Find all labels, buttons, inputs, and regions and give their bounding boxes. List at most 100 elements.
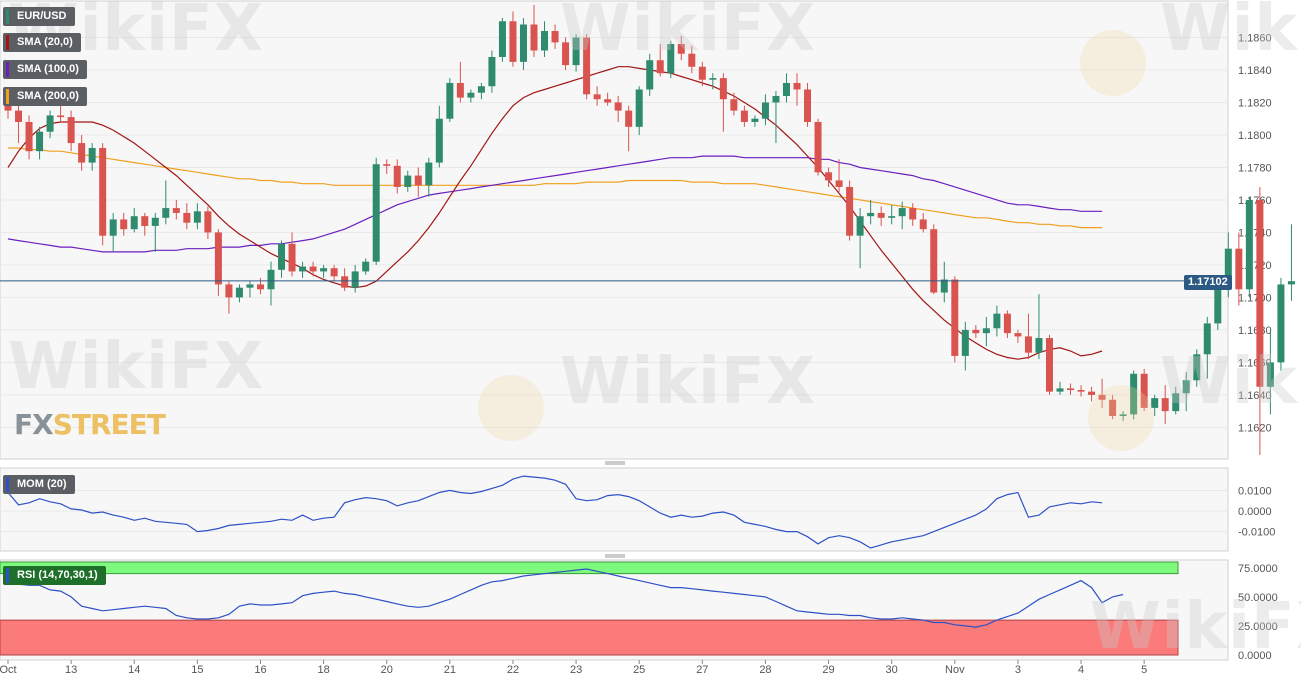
candle-body	[562, 42, 570, 66]
candle-body	[961, 329, 969, 356]
candle-body	[1214, 287, 1222, 324]
candle-body	[551, 30, 559, 43]
x-tick-label: 18	[317, 664, 329, 676]
candle-body	[856, 216, 864, 236]
candle-body	[583, 37, 591, 95]
watermark-logo	[1080, 30, 1146, 96]
candle-body	[425, 162, 433, 186]
candle-body	[383, 164, 391, 166]
momentum-panel	[0, 467, 1229, 552]
price-tick-label: 1.1800	[1238, 130, 1272, 142]
candle-body	[278, 243, 286, 270]
candle-body	[919, 219, 927, 230]
candle-body	[214, 232, 222, 285]
watermark: WikiFX	[8, 330, 265, 404]
sma-100-line	[7, 155, 1103, 253]
candle-body	[1140, 373, 1148, 408]
rsi-overbought-zone	[0, 561, 1179, 575]
momentum-line	[7, 475, 1103, 549]
candle-body	[109, 219, 117, 236]
legend-sma-100[interactable]: SMA (100,0)	[3, 60, 87, 79]
legend-sma-200[interactable]: SMA (200,0)	[3, 87, 87, 106]
candle-body	[309, 266, 317, 272]
legend-rsi[interactable]: RSI (14,70,30,1)	[3, 566, 106, 585]
candle-body	[909, 208, 917, 220]
candle-body	[57, 115, 65, 118]
candle-body	[519, 24, 527, 62]
candle-body	[162, 208, 170, 218]
candle-body	[235, 287, 243, 298]
rsi-line	[7, 568, 1124, 628]
candle-body	[709, 78, 717, 80]
candle-body	[846, 186, 854, 236]
watermark: WikiFX	[560, 0, 817, 66]
rsi-tick-label: 0.0000	[1238, 650, 1272, 662]
watermark-logo	[478, 375, 544, 441]
candle-body	[835, 180, 843, 187]
candle-body	[446, 82, 454, 119]
candle-body	[1035, 338, 1043, 353]
candle-body	[1277, 284, 1285, 363]
candle-body	[782, 82, 790, 96]
legend-momentum[interactable]: MOM (20)	[3, 475, 75, 494]
price-tick-label: 1.1860	[1238, 32, 1272, 44]
candle-body	[78, 143, 86, 163]
candle-body	[1024, 336, 1032, 353]
legend-sma-20-label: SMA (20,0)	[17, 36, 73, 48]
candle-body	[183, 212, 191, 223]
candle-body	[1203, 323, 1211, 355]
x-tick-label: 5	[1141, 664, 1147, 676]
sma-20-line	[7, 66, 1103, 360]
candle-body	[341, 276, 349, 288]
candle-body	[541, 30, 549, 51]
x-tick-label: 13	[65, 664, 77, 676]
candle-body	[814, 121, 822, 173]
momentum-tick-label: 0.0000	[1238, 506, 1272, 518]
candle-body	[719, 78, 727, 100]
candle-body	[404, 175, 412, 187]
candle-body	[1119, 414, 1127, 417]
candle-body	[730, 99, 738, 111]
candle-body	[614, 102, 622, 111]
candle-body	[1077, 390, 1085, 392]
x-tick-label: 30	[886, 664, 898, 676]
candle-body	[688, 53, 696, 67]
candle-body	[698, 66, 706, 80]
x-tick-label: 21	[444, 664, 456, 676]
legend-rsi-label: RSI (14,70,30,1)	[17, 569, 98, 581]
candle-body	[677, 43, 685, 54]
candle-body	[4, 105, 12, 111]
x-tick-label: 23	[570, 664, 582, 676]
candle-body	[1224, 248, 1232, 288]
price-tick-label: 1.1720	[1238, 260, 1272, 272]
candle-body	[1067, 388, 1075, 391]
candle-body	[972, 329, 980, 334]
x-tick-label: 15	[191, 664, 203, 676]
brand-logo: FXSTREET	[14, 408, 166, 441]
candle-body	[625, 110, 633, 127]
candle-body	[1151, 398, 1159, 408]
x-tick-label: 3	[1015, 664, 1021, 676]
candle-body	[1003, 313, 1011, 334]
candle-body	[151, 217, 159, 226]
candle-body	[36, 131, 44, 152]
x-tick-label: Oct	[0, 664, 17, 676]
candle-body	[330, 268, 338, 277]
legend-symbol[interactable]: EUR/USD	[3, 7, 75, 26]
candle-body	[362, 261, 370, 272]
x-tick-label: 29	[822, 664, 834, 676]
candle-body	[172, 208, 180, 213]
candle-body	[740, 110, 748, 122]
candle-body	[256, 284, 264, 290]
legend-sma-20[interactable]: SMA (20,0)	[3, 33, 81, 52]
candle-body	[477, 86, 485, 93]
rsi-tick-label: 75.0000	[1238, 563, 1278, 575]
legend-sma-100-label: SMA (100,0)	[17, 63, 79, 75]
price-tick-label: 1.1640	[1238, 390, 1272, 402]
price-tick-label: 1.1680	[1238, 325, 1272, 337]
candle-body	[1014, 333, 1022, 337]
candle-body	[88, 147, 96, 163]
rsi-oversold-zone	[0, 619, 1179, 656]
candle-body	[656, 60, 664, 74]
